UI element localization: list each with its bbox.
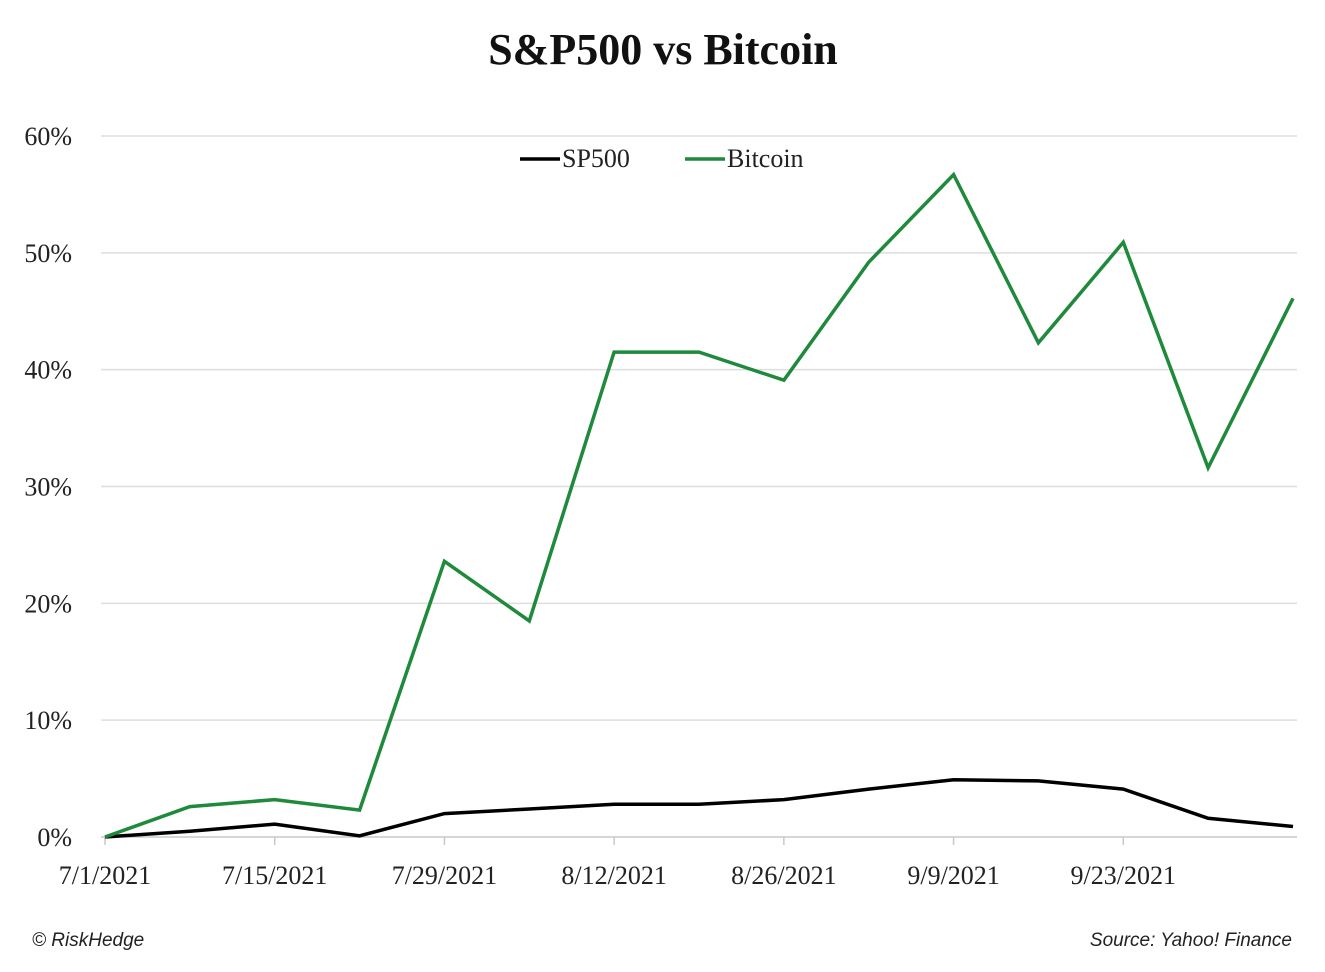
- series-line-bitcoin: [104, 171, 1295, 839]
- y-axis-ticks: 0% 10% 20% 30% 40% 50% 60%: [24, 122, 72, 852]
- x-tick-label: 7/15/2021: [222, 861, 327, 890]
- x-tick-label: 7/29/2021: [392, 861, 497, 890]
- copyright-note: © RiskHedge: [32, 930, 144, 951]
- legend-label-bitcoin: Bitcoin: [727, 144, 804, 173]
- gridlines: [101, 135, 1297, 838]
- y-tick-label: 20%: [24, 589, 72, 618]
- x-tick-label: 7/1/2021: [59, 861, 151, 890]
- x-tick-label: 8/26/2021: [731, 861, 836, 890]
- y-tick-label: 50%: [24, 239, 72, 268]
- x-axis-ticks: 7/1/2021 7/15/2021 7/29/2021 8/12/2021 8/26/…: [59, 837, 1176, 890]
- y-tick-label: 10%: [24, 706, 72, 735]
- y-tick-label: 0%: [37, 823, 72, 852]
- source-note: Source: Yahoo! Finance: [1090, 930, 1292, 951]
- series-line-sp500: [104, 778, 1294, 839]
- y-tick-label: 30%: [24, 473, 72, 502]
- y-tick-label: 60%: [24, 122, 72, 151]
- series-lines: [104, 171, 1295, 839]
- chart-title: S&P500 vs Bitcoin: [488, 25, 838, 74]
- y-tick-label: 40%: [24, 356, 72, 385]
- legend: SP500 Bitcoin: [520, 144, 804, 173]
- x-tick-label: 9/23/2021: [1071, 861, 1176, 890]
- legend-label-sp500: SP500: [562, 144, 630, 173]
- x-tick-label: 9/9/2021: [907, 861, 999, 890]
- x-tick-label: 8/12/2021: [561, 861, 666, 890]
